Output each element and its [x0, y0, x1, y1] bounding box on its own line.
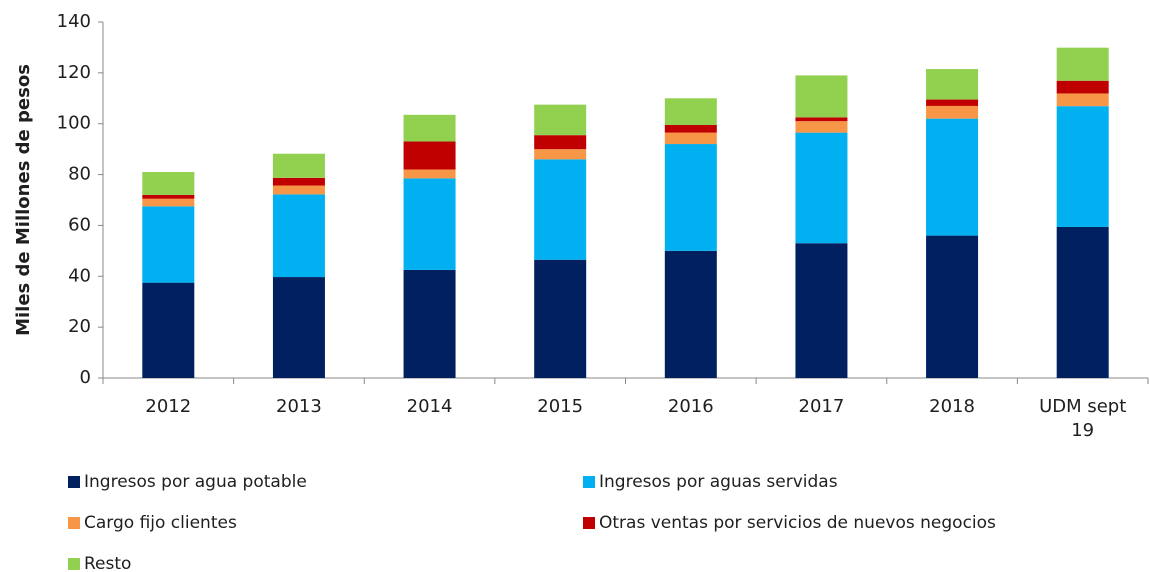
bar-segment: [926, 118, 979, 236]
bar-segment: [795, 243, 848, 378]
legend-label: Ingresos por aguas servidas: [599, 472, 838, 492]
x-tick-label: 2018: [929, 396, 975, 417]
bar-segment: [795, 121, 848, 133]
y-tick-label: 80: [68, 164, 91, 185]
legend-swatch: [68, 558, 80, 570]
bar-segment: [403, 178, 456, 270]
y-tick-label: 0: [80, 367, 91, 388]
bar-segment: [272, 185, 325, 195]
y-tick-label: 100: [57, 113, 91, 134]
x-tick-label: 2014: [407, 396, 453, 417]
legend-label: Ingresos por agua potable: [84, 472, 307, 492]
bar-segment: [926, 99, 979, 106]
y-tick-label: 20: [68, 316, 91, 337]
y-tick-label: 120: [57, 62, 91, 83]
bar-segment: [272, 277, 325, 378]
bar-segment: [534, 149, 587, 160]
bar-segment: [142, 206, 195, 283]
legend-swatch: [583, 517, 595, 529]
bar-segment: [1056, 80, 1109, 94]
bar-segment: [664, 250, 717, 378]
bar-segment: [1056, 93, 1109, 107]
legend-swatch: [68, 476, 80, 488]
x-tick-label: 2013: [276, 396, 322, 417]
legend-swatch: [68, 517, 80, 529]
legend-label: Resto: [84, 554, 131, 572]
bar-segment: [403, 141, 456, 170]
bar-segment: [795, 117, 848, 122]
bar-segment: [272, 153, 325, 178]
bar-segment: [664, 132, 717, 145]
bar-segment: [926, 105, 979, 119]
x-tick-label: 2012: [145, 396, 191, 417]
legend-label: Cargo fijo clientes: [84, 513, 237, 533]
bar-segment: [664, 98, 717, 125]
bar-segment: [142, 172, 195, 195]
bar-segment: [403, 269, 456, 378]
bar-segment: [1056, 226, 1109, 378]
bar-segment: [1056, 106, 1109, 227]
bar-segment: [664, 124, 717, 133]
bar-segment: [403, 169, 456, 179]
y-tick-label: 60: [68, 214, 91, 235]
bar-segment: [534, 104, 587, 136]
bar-segment: [142, 198, 195, 207]
y-tick-label: 140: [57, 11, 91, 32]
y-axis-label: Miles de Millones de pesos: [13, 64, 34, 336]
x-tick-label: 2016: [668, 396, 714, 417]
y-tick-label: 40: [68, 265, 91, 286]
legend-label: Otras ventas por servicios de nuevos neg…: [599, 513, 996, 533]
bar-segment: [142, 194, 195, 199]
bar-segment: [272, 194, 325, 278]
bar-segment: [795, 75, 848, 118]
x-tick-label: 2017: [799, 396, 845, 417]
x-tick-label: 2015: [537, 396, 583, 417]
bar-segment: [534, 135, 587, 150]
bar-segment: [534, 259, 587, 378]
legend-swatch: [583, 476, 595, 488]
x-tick-label: UDM sept 19: [1039, 396, 1126, 441]
bar-segment: [272, 177, 325, 186]
bar-segment: [403, 114, 456, 142]
bar-segment: [534, 159, 587, 260]
bar-segment: [142, 282, 195, 378]
bar-segment: [664, 144, 717, 251]
bar-segment: [926, 235, 979, 378]
bar-segment: [795, 132, 848, 244]
bar-segment: [1056, 47, 1109, 81]
bar-segment: [926, 69, 979, 100]
